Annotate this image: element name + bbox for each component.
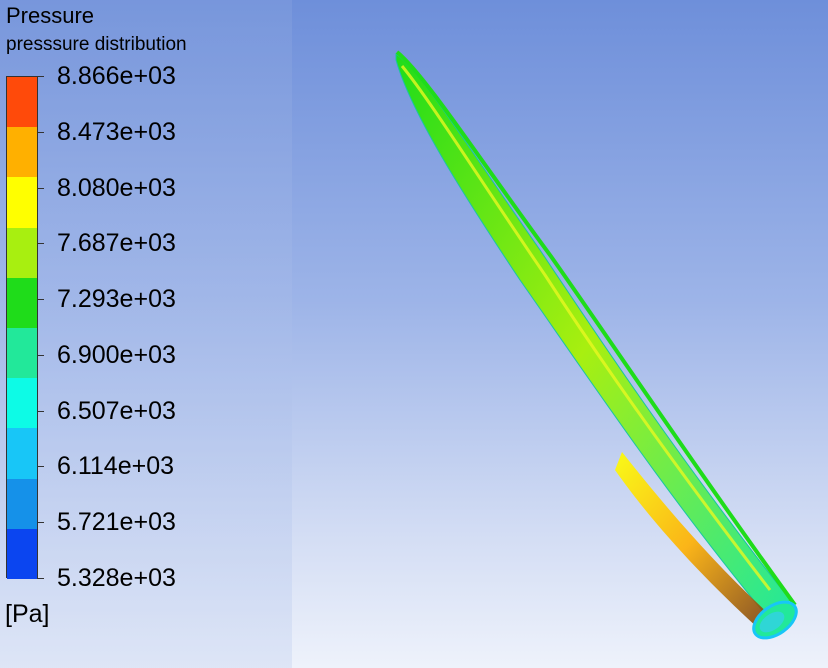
colorbar-tick-label: 7.687e+03 [57, 229, 176, 258]
colorbar-tick-label: 8.473e+03 [57, 117, 176, 146]
colorbar-tick-label: 6.900e+03 [57, 340, 176, 369]
legend-subtitle: presssure distribution [6, 34, 187, 55]
colorbar-segment [7, 127, 37, 178]
colorbar-tick-mark [37, 299, 44, 301]
blade-hub-inner [759, 611, 785, 633]
legend-panel [0, 0, 292, 668]
colorbar-segment [7, 328, 37, 379]
colorbar-tick-mark [37, 522, 44, 524]
colorbar-segment [7, 478, 37, 530]
colorbar-segment [7, 378, 37, 429]
blade-leading-edge [395, 50, 797, 607]
colorbar-segment [7, 227, 37, 279]
colorbar-tick-label: 6.114e+03 [57, 452, 175, 481]
colorbar-tick-mark [37, 578, 44, 579]
colorbar-tick-mark [37, 466, 44, 468]
blade-pressure-zone [615, 452, 770, 628]
colorbar-tick-label: 6.507e+03 [57, 396, 176, 425]
colorbar-tick-mark [37, 354, 44, 356]
colorbar-segment [7, 277, 37, 329]
colorbar-tick-mark [37, 410, 44, 412]
colorbar-segment [7, 77, 37, 128]
colorbar-tick-mark [37, 131, 44, 133]
colorbar-tick-label: 8.866e+03 [57, 62, 176, 90]
colorbar-segment [7, 428, 37, 480]
colorbar-tick-label: 5.328e+03 [57, 564, 176, 592]
colorbar-tick-label: 7.293e+03 [57, 285, 176, 314]
colorbar [6, 76, 38, 580]
colorbar-tick-mark [37, 187, 44, 189]
colorbar-segment [7, 528, 37, 580]
colorbar-tick-mark [37, 76, 44, 77]
colorbar-segment [7, 177, 37, 229]
legend-title: Pressure [6, 3, 95, 28]
colorbar-tick-label: 8.080e+03 [57, 173, 176, 202]
blade-surface-band [400, 65, 772, 591]
colorbar-tick-mark [37, 243, 44, 245]
colorbar-tick-label: 5.721e+03 [57, 508, 176, 537]
unit-label: [Pa] [5, 600, 50, 628]
